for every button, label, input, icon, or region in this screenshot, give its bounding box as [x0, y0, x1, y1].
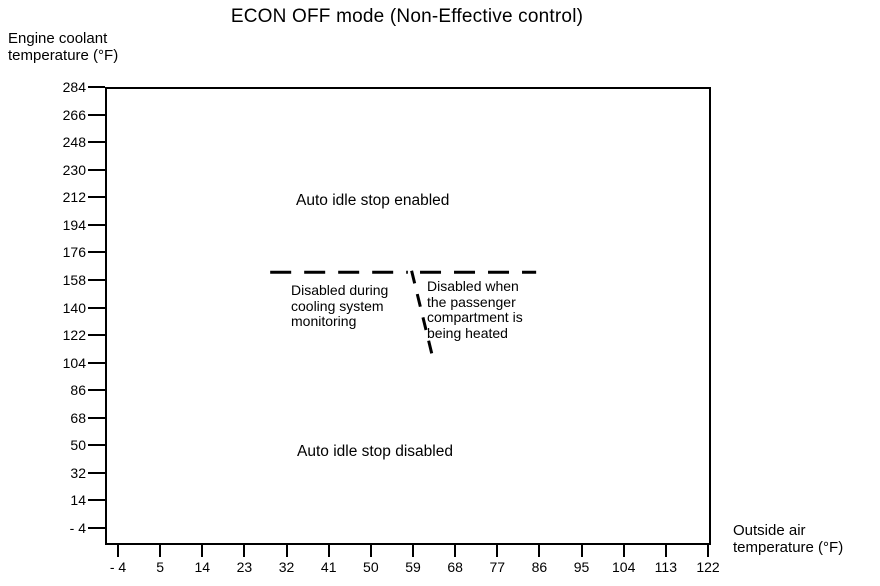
y-tick-mark: [88, 141, 105, 144]
y-tick-label: 50: [70, 437, 86, 454]
y-tick-mark: [88, 527, 105, 529]
annotation-cooling-system: Disabled during cooling system monitorin…: [291, 282, 389, 330]
x-tick-label: 95: [573, 559, 590, 575]
region-label-disabled: Auto idle stop disabled: [297, 443, 453, 460]
y-tick-mark: [88, 223, 105, 226]
y-tick-label: 140: [62, 299, 86, 316]
x-tick-mark: [707, 543, 709, 557]
x-tick-mark: [580, 543, 583, 557]
y-tick-label: 284: [62, 79, 86, 95]
x-tick-mark: [201, 543, 204, 557]
x-tick-label: 104: [612, 559, 636, 575]
y-tick-mark: [88, 361, 105, 364]
annotation-cooling-line2: cooling system: [291, 297, 384, 314]
annotation-cooling-line3: monitoring: [291, 313, 357, 330]
y-tick-mark: [88, 278, 105, 281]
x-tick-label: 32: [278, 559, 295, 575]
x-tick-mark: [454, 543, 457, 557]
x-tick-label: 50: [363, 559, 379, 575]
y-tick-label: 104: [62, 354, 86, 371]
y-tick-mark: [88, 251, 105, 254]
x-tick-label: 5: [156, 559, 165, 575]
y-axis-label-line2: temperature (°F): [8, 47, 119, 64]
annotation-passenger-heating: Disabled when the passenger compartment …: [427, 278, 523, 342]
y-tick-mark: [88, 334, 105, 337]
x-axis-label-line2: temperature (°F): [733, 539, 844, 556]
annotation-heating-line1: Disabled when: [427, 278, 519, 294]
x-tick-label: 68: [447, 559, 463, 575]
y-tick-mark: [88, 389, 105, 392]
y-axis-label: Engine coolant temperature (°F): [8, 30, 118, 64]
x-tick-label: 122: [696, 559, 720, 575]
x-tick-label: 59: [405, 559, 421, 575]
annotation-heating-line4: being heated: [427, 325, 508, 342]
x-tick-mark: [327, 543, 330, 557]
y-tick-label: 68: [70, 409, 86, 426]
x-axis-label: Outside air temperature (°F): [733, 522, 843, 556]
x-axis-label-line1: Outside air: [733, 522, 806, 539]
y-tick-label: 248: [62, 134, 86, 151]
y-tick-label: 230: [62, 161, 86, 178]
y-axis-label-line1: Engine coolant: [8, 30, 108, 47]
region-label-enabled: Auto idle stop enabled: [296, 192, 450, 209]
x-tick-label: 86: [531, 559, 548, 575]
y-tick-label: 212: [62, 189, 86, 206]
plot-area: [105, 87, 711, 545]
y-tick-label: - 4: [69, 520, 86, 536]
x-tick-label: 41: [320, 559, 337, 575]
x-tick-label: 77: [489, 559, 506, 575]
x-tick-mark: [538, 543, 541, 557]
x-tick-mark: [496, 543, 499, 557]
x-tick-label: 14: [194, 559, 211, 575]
annotation-heating-line3: compartment is: [427, 309, 523, 326]
y-tick-mark: [88, 86, 105, 88]
y-tick-label: 176: [62, 244, 86, 261]
y-tick-mark: [88, 499, 105, 502]
x-tick-mark: [412, 543, 414, 557]
x-tick-label: 23: [236, 559, 253, 575]
x-tick-mark: [622, 543, 625, 557]
x-tick-label: - 4: [109, 559, 127, 575]
y-tick-label: 194: [62, 216, 86, 233]
annotation-cooling-line1: Disabled during: [291, 282, 389, 298]
y-tick-mark: [88, 196, 105, 199]
y-tick-label: 158: [62, 271, 86, 288]
y-tick-mark: [88, 113, 105, 116]
y-tick-label: 86: [70, 382, 86, 399]
x-tick-mark: [117, 543, 119, 557]
y-tick-mark: [88, 306, 105, 309]
x-tick-mark: [285, 543, 288, 557]
y-tick-mark: [88, 168, 105, 171]
y-tick-mark: [88, 416, 105, 419]
x-tick-mark: [243, 543, 246, 557]
y-tick-label: 32: [70, 464, 86, 481]
y-tick-mark: [88, 471, 105, 474]
x-tick-mark: [369, 543, 372, 557]
x-tick-mark: [159, 543, 162, 557]
x-tick-label: 113: [654, 559, 677, 575]
y-tick-mark: [88, 444, 105, 447]
y-tick-label: 14: [70, 492, 86, 509]
chart-title: ECON OFF mode (Non-Effective control): [230, 6, 584, 27]
y-tick-label: 266: [62, 106, 86, 123]
x-tick-mark: [664, 543, 667, 557]
annotation-heating-line2: the passenger: [427, 293, 516, 310]
y-tick-label: 122: [62, 327, 86, 344]
